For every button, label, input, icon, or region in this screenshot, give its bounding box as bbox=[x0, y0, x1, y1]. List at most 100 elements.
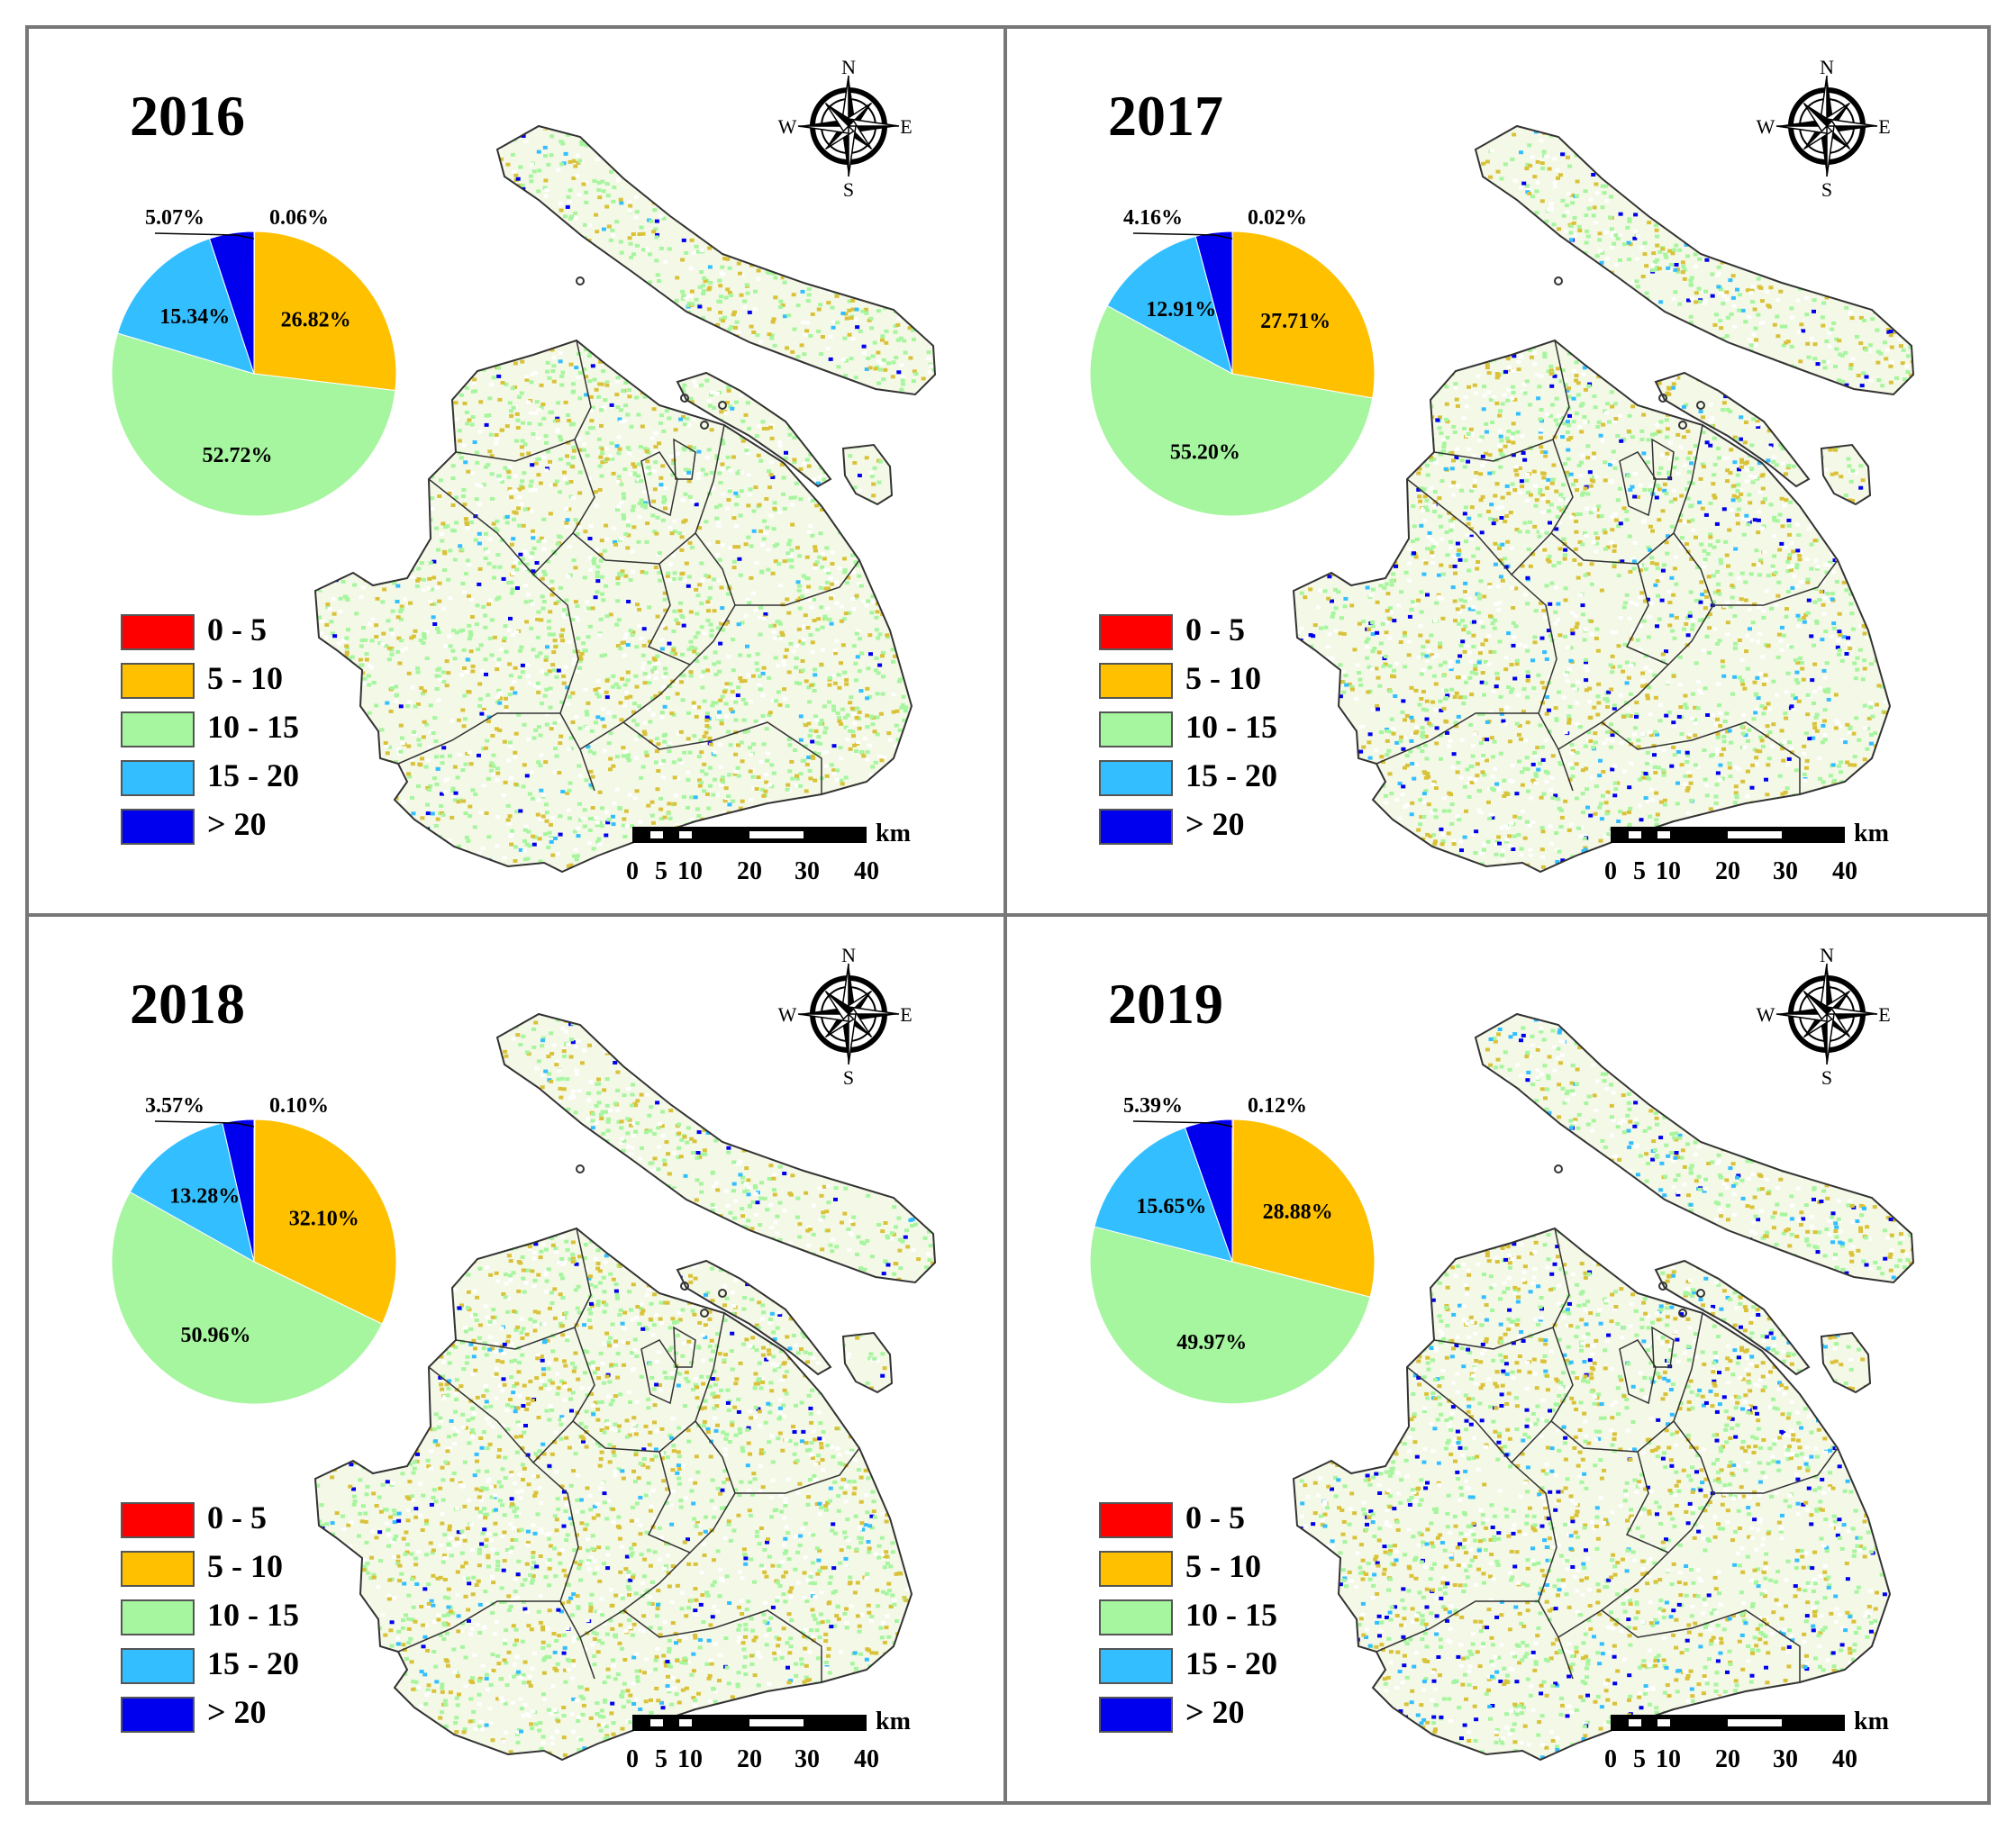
legend-item: 15 - 20 bbox=[1099, 757, 1333, 800]
scale-tick-label: 30 bbox=[1773, 1745, 1798, 1773]
legend-swatch bbox=[1099, 760, 1173, 796]
legend-swatch bbox=[1099, 711, 1173, 747]
legend-swatch bbox=[1099, 809, 1173, 845]
scale-tick-label: 10 bbox=[1656, 1745, 1681, 1773]
scale-tick-label: 0 bbox=[1604, 857, 1617, 885]
compass-n-label: N bbox=[841, 56, 856, 78]
scale-tick-label: 30 bbox=[795, 857, 820, 885]
compass-n-label: N bbox=[1820, 56, 1834, 78]
compass-icon: N S E W bbox=[778, 56, 913, 201]
mainland-region bbox=[1294, 1228, 1890, 1760]
chongming-island bbox=[497, 126, 935, 394]
pie-slice-10-15 bbox=[1089, 1226, 1371, 1405]
legend-label: 15 - 20 bbox=[207, 756, 299, 794]
legend-item: 15 - 20 bbox=[121, 757, 355, 800]
scale-bar: km 0 5 10 20 30 40 bbox=[1604, 1708, 1889, 1773]
scale-tick-label: 5 bbox=[655, 857, 667, 885]
pie-slice-5-10 bbox=[253, 1119, 397, 1325]
scale-tick-label: 20 bbox=[737, 857, 762, 885]
legend-swatch bbox=[121, 1599, 195, 1635]
legend-label: 15 - 20 bbox=[1185, 1644, 1277, 1682]
legend-swatch bbox=[121, 1502, 195, 1538]
compass-w-label: W bbox=[778, 1003, 797, 1026]
legend-label: 10 - 15 bbox=[207, 1596, 299, 1634]
pie-slice-15-20 bbox=[129, 1122, 255, 1263]
legend-swatch bbox=[121, 711, 195, 747]
district-boundaries bbox=[1292, 124, 1915, 874]
district-boundaries bbox=[1292, 1012, 1915, 1762]
legend-item: 0 - 5 bbox=[121, 1499, 355, 1542]
pie-data-label: 50.96% bbox=[181, 1324, 251, 1347]
hengsha-island bbox=[843, 445, 892, 504]
compass-icon: N S E W bbox=[778, 944, 913, 1089]
mainland-region bbox=[315, 1228, 912, 1760]
pie-data-label: 52.72% bbox=[203, 444, 273, 467]
scale-bar: km 0 5 10 20 30 40 bbox=[626, 820, 911, 885]
pie-slice-10-15 bbox=[111, 1191, 383, 1405]
legend-swatch bbox=[121, 1648, 195, 1684]
pie-data-label: 12.91% bbox=[1146, 298, 1216, 322]
scale-tick-label: 10 bbox=[1656, 857, 1681, 885]
pie-data-label: 5.07% bbox=[145, 206, 204, 230]
scale-tick-label: 5 bbox=[1633, 857, 1646, 885]
pie-data-label: 49.97% bbox=[1176, 1331, 1247, 1354]
legend-item: 5 - 10 bbox=[1099, 660, 1333, 702]
legend-label: 5 - 10 bbox=[1185, 659, 1261, 697]
scale-tick-label: 5 bbox=[1633, 1745, 1646, 1773]
chongming-island bbox=[1476, 1014, 1913, 1282]
compass-w-label: W bbox=[1757, 115, 1775, 138]
map-canvas: N S E Wkm 0 5 10 20 30 40 0.12% 28.88% 49.97% 15.65% 5… bbox=[1089, 944, 1915, 1773]
legend-item: > 20 bbox=[121, 806, 355, 848]
pie-data-label: 0.06% bbox=[269, 206, 329, 230]
legend-label: 15 - 20 bbox=[1185, 756, 1277, 794]
legend-label: 0 - 5 bbox=[1185, 611, 1245, 648]
year-title: 2017 bbox=[1108, 83, 1223, 149]
map-canvas: N S E Wkm 0 5 10 20 30 40 0.02% 27.71% 55.20% 12.91% 4… bbox=[1089, 56, 1915, 885]
legend-item: 5 - 10 bbox=[121, 1548, 355, 1590]
compass-e-label: E bbox=[900, 115, 912, 138]
legend-item: 0 - 5 bbox=[1099, 611, 1333, 654]
legend-swatch bbox=[121, 760, 195, 796]
legend-label: 0 - 5 bbox=[1185, 1499, 1245, 1536]
compass-s-label: S bbox=[843, 1066, 854, 1089]
legend-label: > 20 bbox=[1185, 1693, 1245, 1731]
scale-bar: km 0 5 10 20 30 40 bbox=[1604, 820, 1889, 885]
mainland-region bbox=[1294, 340, 1890, 872]
pie-chart: 0.02% 27.71% 55.20% 12.91% 4.16% bbox=[1089, 206, 1376, 517]
scale-unit-label: km bbox=[876, 820, 911, 847]
legend-swatch bbox=[121, 1551, 195, 1587]
legend-item: 15 - 20 bbox=[121, 1645, 355, 1688]
legend-label: 5 - 10 bbox=[207, 1547, 283, 1585]
pie-slice-15-20 bbox=[1106, 235, 1233, 375]
scale-tick-label: 40 bbox=[1832, 857, 1857, 885]
scale-tick-label: 20 bbox=[1715, 1745, 1740, 1773]
legend-label: 10 - 15 bbox=[1185, 708, 1277, 746]
legend-swatch bbox=[1099, 663, 1173, 699]
pie-data-label: 32.10% bbox=[289, 1208, 359, 1231]
legend-label: 5 - 10 bbox=[207, 659, 283, 697]
legend-label: > 20 bbox=[1185, 805, 1245, 843]
legend-item: 15 - 20 bbox=[1099, 1645, 1333, 1688]
legend-swatch bbox=[121, 663, 195, 699]
legend-item: 10 - 15 bbox=[1099, 1597, 1333, 1639]
legend-item: 5 - 10 bbox=[1099, 1548, 1333, 1590]
hengsha-island bbox=[1821, 445, 1870, 504]
shanghai-land bbox=[1294, 126, 1913, 872]
scale-bar: km 0 5 10 20 30 40 bbox=[626, 1708, 911, 1773]
compass-w-label: W bbox=[778, 115, 797, 138]
pie-data-label: 3.57% bbox=[145, 1094, 204, 1118]
legend-item: > 20 bbox=[121, 1694, 355, 1736]
pie-slice--20 bbox=[1184, 1119, 1233, 1263]
pie-data-label: 13.28% bbox=[169, 1185, 240, 1209]
legend-item: > 20 bbox=[1099, 1694, 1333, 1736]
legend-label: 0 - 5 bbox=[207, 611, 267, 648]
compass-icon: N S E W bbox=[1757, 56, 1891, 201]
legend-item: 10 - 15 bbox=[121, 709, 355, 751]
legend-item: 0 - 5 bbox=[121, 611, 355, 654]
scale-tick-label: 5 bbox=[655, 1745, 667, 1773]
changxing-island bbox=[1656, 373, 1809, 486]
year-title: 2018 bbox=[130, 971, 245, 1037]
